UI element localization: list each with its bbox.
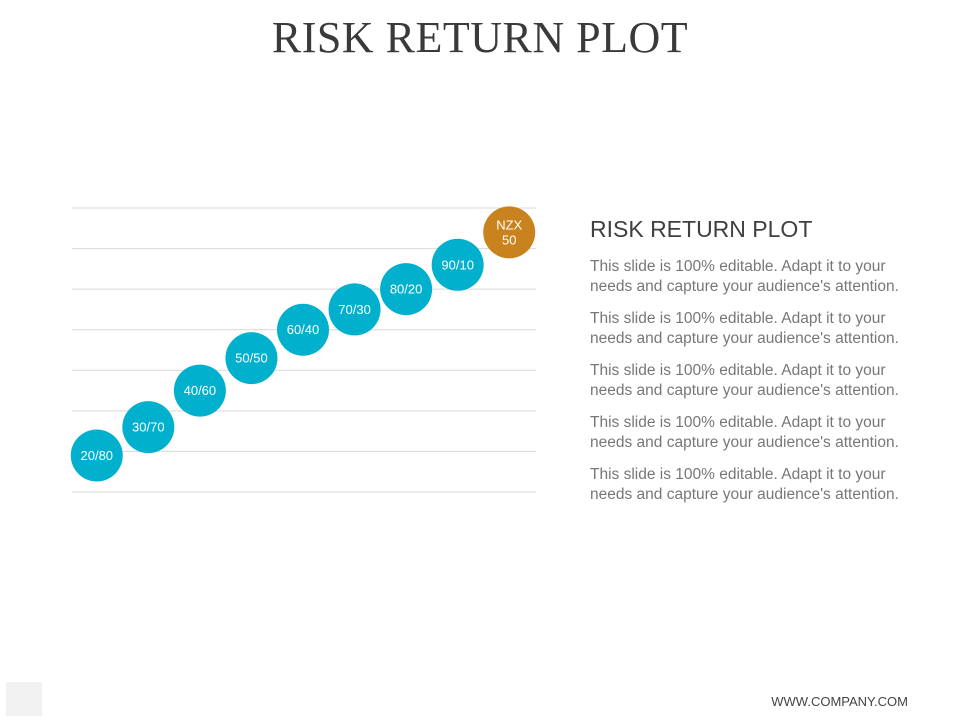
benchmark-bubble [483, 206, 536, 259]
panel-paragraph-1: This slide is 100% editable. Adapt it to… [590, 258, 899, 295]
bubble-label: 90/10 [441, 257, 474, 272]
data-point-7: 80/20 [380, 263, 433, 316]
data-point-5: 60/40 [277, 303, 329, 356]
data-point-1: 20/80 [70, 429, 123, 482]
portfolio-bubble [277, 303, 329, 356]
data-point-6: 70/30 [328, 283, 381, 336]
bubble-label: 70/30 [338, 302, 371, 317]
bubble-label: 20/80 [81, 448, 114, 463]
portfolio-bubble [70, 429, 123, 482]
bubble-label: 80/20 [390, 282, 423, 297]
panel-paragraph-2: This slide is 100% editable. Adapt it to… [590, 310, 899, 347]
panel-paragraph-3: This slide is 100% editable. Adapt it to… [590, 362, 899, 399]
bubble-label: 50/50 [235, 351, 268, 366]
portfolio-bubble [173, 364, 226, 417]
portfolio-bubble [225, 332, 278, 385]
data-point-3: 40/60 [173, 364, 226, 417]
data-point-4: 50/50 [225, 332, 278, 385]
portfolio-bubble [380, 263, 433, 316]
footer-url[interactable]: WWW.COMPANY.COM [771, 694, 908, 709]
data-point-2: 30/70 [122, 401, 175, 454]
chart-marks: 20/80 30/70 40/60 50/50 60/40 70/30 80/20 90/10… [70, 206, 536, 482]
portfolio-bubble [328, 283, 381, 336]
chart-grid [72, 207, 536, 493]
slide-title: RISK RETURN PLOT [271, 13, 689, 62]
bubble-label: 60/40 [287, 322, 320, 337]
bubble-label: 40/60 [184, 383, 217, 398]
data-point-9: NZX 50 [483, 206, 536, 259]
portfolio-bubble [431, 238, 484, 291]
data-point-8: 90/10 [431, 238, 484, 291]
bubble-label: NZX 50 [496, 217, 522, 247]
panel-paragraph-4: This slide is 100% editable. Adapt it to… [590, 414, 899, 451]
description-panel: RISK RETURN PLOT This slide is 100% edit… [590, 216, 930, 517]
slide-corner-placeholder [6, 682, 42, 716]
panel-paragraph-5: This slide is 100% editable. Adapt it to… [590, 466, 899, 503]
portfolio-bubble [122, 401, 175, 454]
bubble-label: 30/70 [132, 420, 165, 435]
panel-title: RISK RETURN PLOT [590, 216, 813, 242]
